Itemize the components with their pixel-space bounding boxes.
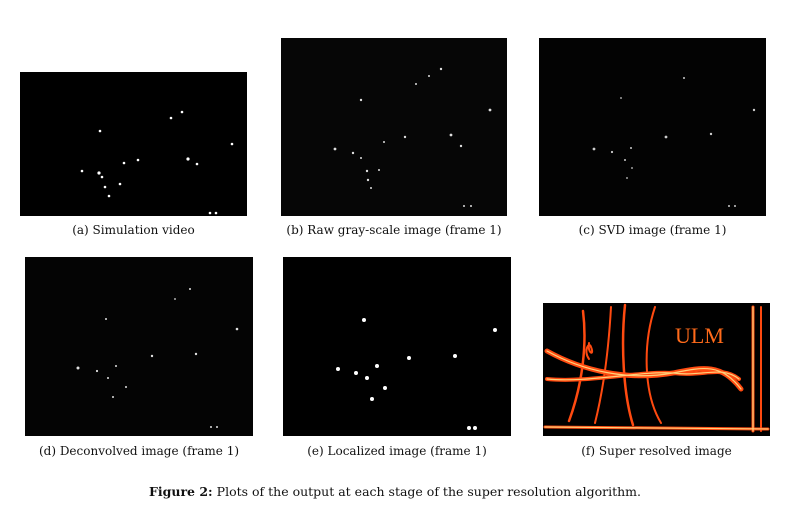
caption-d: (d) Deconvolved image (frame 1): [38, 444, 240, 458]
raw-dots: [333, 67, 492, 207]
caption-c: (c) SVD image (frame 1): [578, 223, 727, 237]
localized-dots: [336, 318, 497, 430]
svd-dots: [592, 77, 756, 207]
deconvolved-dots: [76, 288, 239, 428]
raw-grayscale-image: [281, 38, 507, 216]
caption-e: (e) Localized image (frame 1): [307, 444, 487, 458]
super-resolved-image: ULM: [543, 303, 770, 436]
localized-image: [283, 257, 511, 436]
ulm-text: ULM: [675, 323, 724, 348]
svd-image: [539, 38, 766, 216]
figure-text: Plots of the output at each stage of the…: [216, 484, 641, 499]
deconvolved-image: [25, 257, 253, 436]
caption-f: (f) Super resolved image: [581, 444, 732, 458]
simulation-dots: [80, 110, 234, 215]
figure-caption: Figure 2: Plots of the output at each st…: [0, 484, 790, 499]
simulation-video-image: [20, 72, 247, 216]
caption-a: (a) Simulation video: [72, 223, 195, 237]
figure-label: Figure 2:: [149, 484, 213, 499]
caption-b: (b) Raw gray-scale image (frame 1): [286, 223, 502, 237]
super-resolved-vessels: ULM: [543, 303, 770, 433]
